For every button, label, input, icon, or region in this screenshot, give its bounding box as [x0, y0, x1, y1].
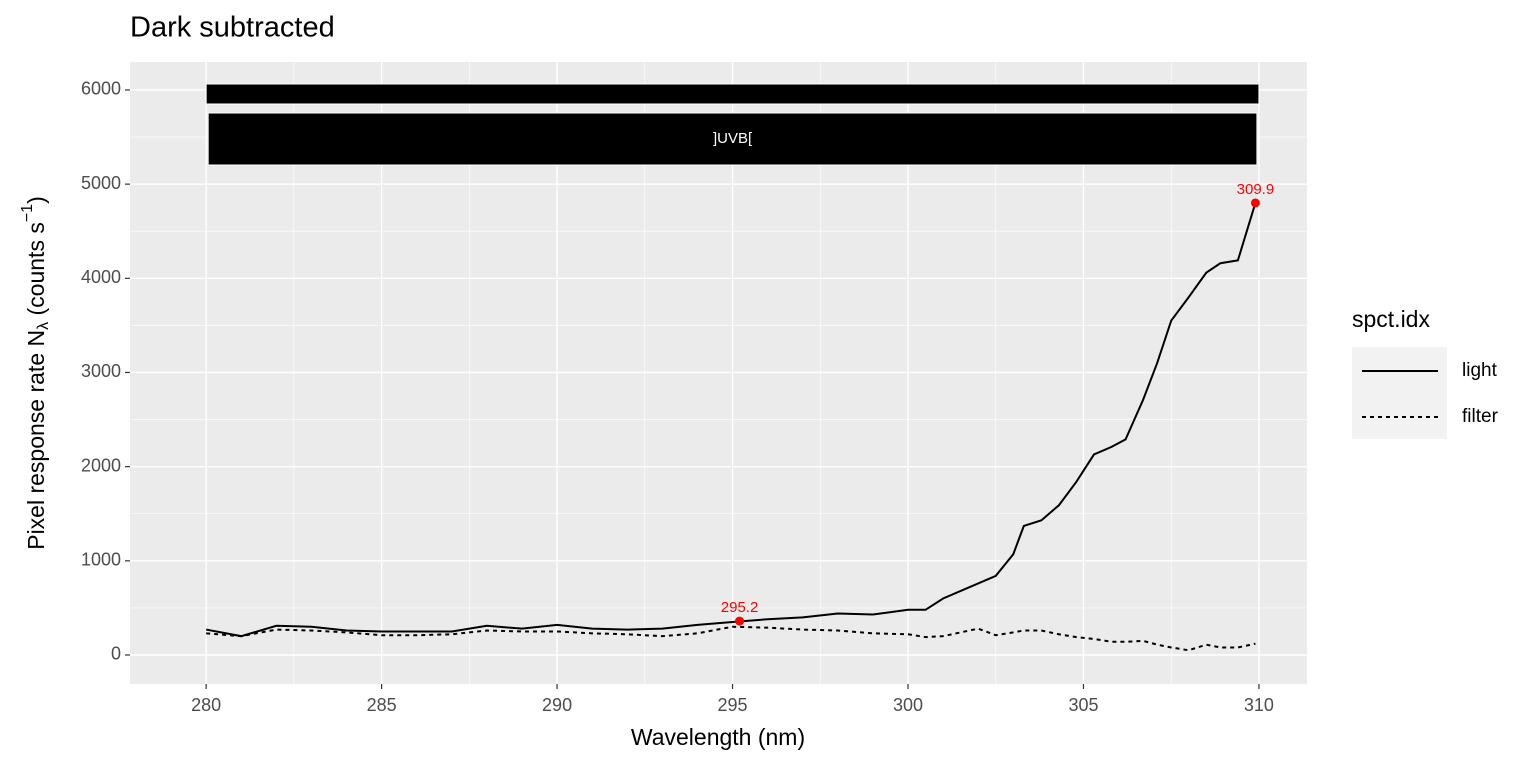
x-tick-label: 300: [893, 695, 923, 715]
legend-label: filter: [1462, 406, 1499, 427]
chart-title: Dark subtracted: [130, 12, 335, 44]
y-tick-label: 1000: [81, 550, 121, 570]
x-tick-label: 285: [367, 695, 397, 715]
y-title-sub: λ: [35, 322, 52, 330]
x-axis-title: Wavelength (nm): [631, 724, 805, 750]
x-tick-label: 310: [1244, 695, 1274, 715]
y-tick-label: 3000: [81, 361, 121, 381]
y-tick-label: 2000: [81, 455, 121, 475]
y-tick-label: 5000: [81, 173, 121, 193]
x-tick-label: 290: [542, 695, 572, 715]
y-title-close: ): [23, 196, 49, 204]
waveband-bar: [207, 112, 1258, 166]
waveband-label: ]UVB[: [713, 130, 753, 147]
x-tick-label: 305: [1068, 695, 1098, 715]
y-tick-label: 6000: [81, 79, 121, 99]
y-title-symbol: N: [23, 330, 49, 347]
y-title-text: Pixel response rate: [23, 346, 49, 549]
peak-point: [735, 616, 745, 626]
legend-key-bg: [1352, 347, 1447, 439]
y-axis-title: Pixel response rate Nλ (counts s−1): [19, 196, 52, 550]
peak-label: 309.9: [1237, 181, 1275, 198]
line-series: [205, 202, 1257, 638]
legend-title: spct.idx: [1352, 306, 1430, 332]
legend-label: light: [1462, 360, 1498, 381]
x-tick-label: 295: [718, 695, 748, 715]
peak-label: 295.2: [721, 599, 759, 616]
y-title-sup: −1: [19, 204, 36, 222]
line-series: [206, 625, 1256, 652]
x-tick-label: 280: [191, 695, 221, 715]
y-tick-label: 0: [111, 644, 121, 664]
peak-point: [1250, 198, 1260, 208]
y-title-unit: (counts s: [23, 222, 49, 322]
y-tick-label: 4000: [81, 267, 121, 287]
waveband-bar-top: [205, 83, 1260, 105]
